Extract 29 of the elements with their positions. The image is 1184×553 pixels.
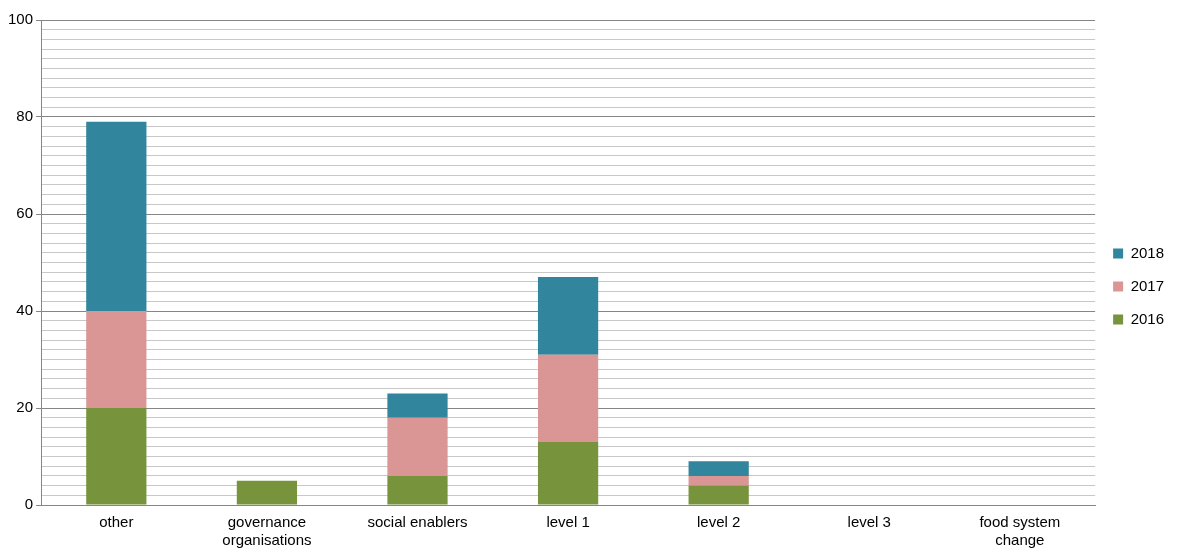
bar [688,461,749,476]
bar [537,354,599,442]
y-tick-label: 100 [8,10,34,28]
bar [236,480,298,505]
x-tick-label: governance organisations [222,513,312,549]
legend-label: 2018 [1130,243,1165,261]
bar [688,485,749,505]
bar [86,408,147,505]
bar [537,277,599,355]
x-tick-label: level 3 [847,513,891,531]
y-tick-label: 20 [16,398,34,416]
bar [86,121,147,311]
x-tick-label: social enablers [367,513,468,531]
bar [387,393,448,418]
bar [387,475,448,505]
bar [387,417,448,476]
legend-label: 2017 [1130,276,1165,294]
y-tick-label: 0 [24,495,34,513]
x-tick-label: level 1 [546,513,590,531]
y-tick-label: 60 [16,204,34,222]
x-tick-label: other [99,513,134,531]
bar [688,475,749,486]
legend-label: 2016 [1130,309,1165,327]
y-tick-label: 40 [16,301,34,319]
bar [537,441,599,505]
x-tick-label: food system change [979,513,1061,549]
x-tick-label: level 2 [696,513,741,531]
bar [86,311,147,408]
y-tick-label: 80 [16,107,34,125]
